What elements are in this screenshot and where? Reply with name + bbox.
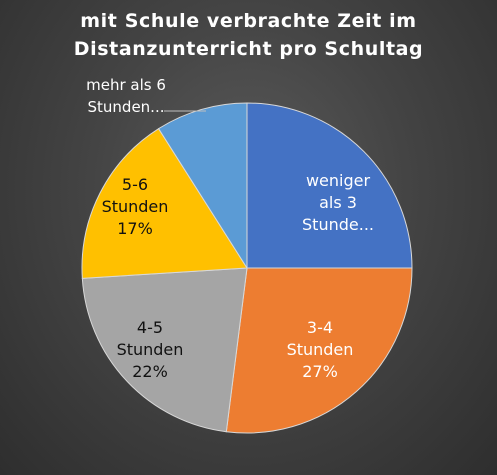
slice-label-5: mehr als 6 Stunden... <box>86 76 166 116</box>
slice-label-line: weniger <box>306 171 371 190</box>
slice-label-line: 27% <box>302 362 338 381</box>
slice-label-line: Stunden... <box>88 98 165 116</box>
slice-label-3: 4-5 Stunden 22% <box>117 318 184 381</box>
chart-title-line-2: Distanzunterricht pro Schultag <box>73 38 424 60</box>
slice-label-line: 17% <box>117 219 153 238</box>
pie-slice-2 <box>225 267 413 434</box>
slice-label-4: 5-6 Stunden 17% <box>102 175 169 238</box>
slice-label-line: 4-5 <box>137 318 163 337</box>
slice-label-line: als 3 <box>319 193 357 212</box>
pie-slice-4 <box>81 127 248 279</box>
slice-label-line: mehr als 6 <box>86 76 166 94</box>
slice-label-line: Stunden <box>117 340 184 359</box>
chart-title-line-1: mit Schule verbrachte Zeit im <box>80 10 417 32</box>
slice-label-line: Stunden <box>287 340 354 359</box>
pie-slice-1 <box>246 102 413 269</box>
pie-slice-3 <box>81 267 248 433</box>
slice-label-line: 3-4 <box>307 318 333 337</box>
pie-slice-5 <box>157 102 248 270</box>
slice-label-line: 22% <box>132 362 168 381</box>
slice-label-line: Stunden <box>102 197 169 216</box>
slice-label-1: weniger als 3 Stunde... <box>302 171 374 234</box>
slice-label-line: 5-6 <box>122 175 148 194</box>
slice-label-2: 3-4 Stunden 27% <box>287 318 354 381</box>
slice-label-line: Stunde... <box>302 215 374 234</box>
